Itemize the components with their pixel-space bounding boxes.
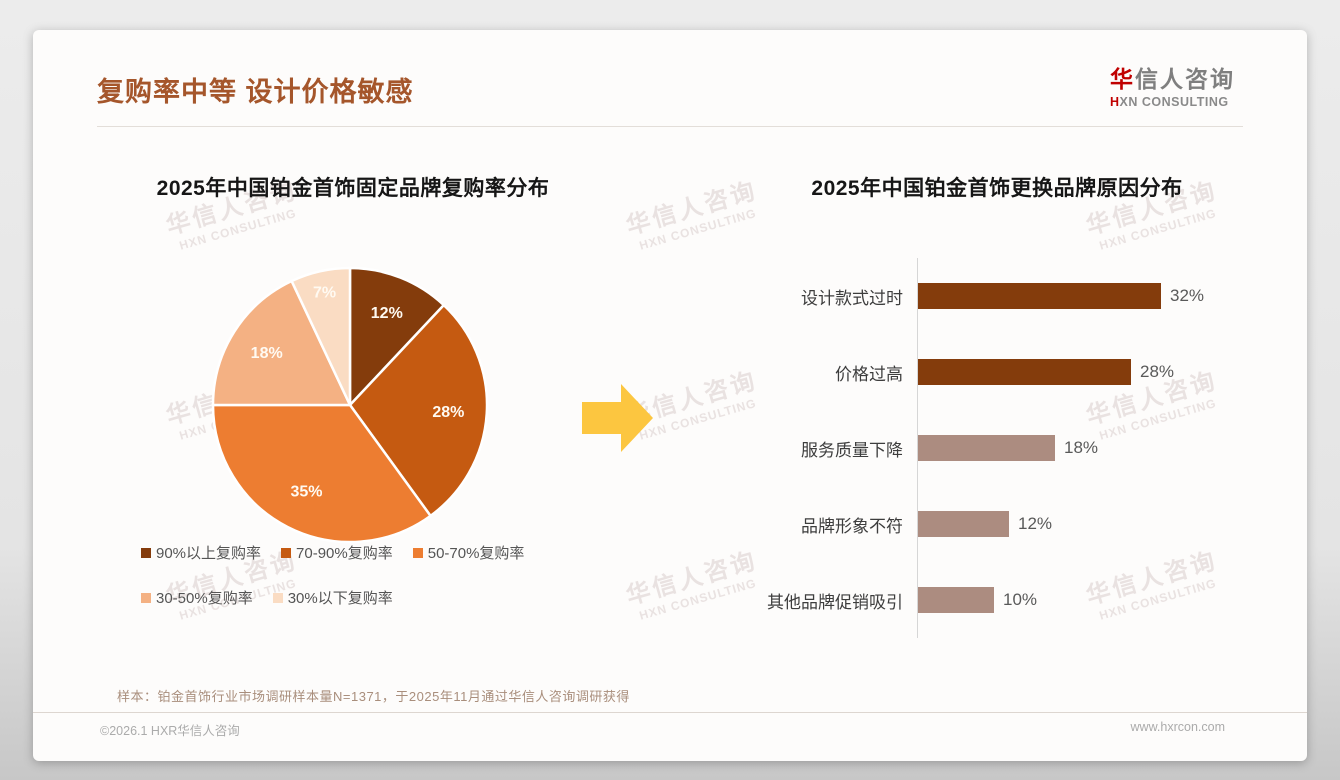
bar-value-label: 18% — [1064, 438, 1099, 457]
bar-服务质量下降 — [918, 435, 1055, 461]
bar-chart-title: 2025年中国铂金首饰更换品牌原因分布 — [811, 177, 1183, 200]
legend-swatch — [141, 592, 151, 603]
slide-card: 华信人咨询 HXN CONSULTING 华信人咨询 HXN CONSULTING 华信… — [33, 30, 1307, 761]
bar-row: 品牌形象不符 12% — [711, 486, 1283, 562]
bar-row: 设计款式过时 32% — [711, 258, 1283, 334]
legend-label: 70-90%复购率 — [296, 545, 393, 562]
legend-swatch — [141, 547, 151, 558]
legend-label: 50-70%复购率 — [427, 545, 525, 562]
pie-data-label: 7% — [313, 284, 336, 301]
bar-设计款式过时 — [918, 283, 1161, 309]
bar-其他品牌促销吸引 — [918, 587, 994, 613]
logo-english-name: HXN CONSULTING — [1110, 95, 1229, 109]
legend-swatch — [281, 547, 292, 558]
bar-category-label: 价格过高 — [835, 364, 903, 384]
bar-value-label: 28% — [1140, 362, 1175, 381]
pie-slice-30%以下复购率 — [290, 266, 352, 406]
legend-item: 50-70%复购率 — [412, 542, 525, 563]
pie-slice-90%以上复购率 — [348, 266, 446, 409]
page-title: 复购率中等 设计价格敏感 — [97, 77, 414, 107]
legend-swatch — [412, 547, 423, 558]
right-arrow-icon — [582, 382, 654, 454]
bar-value-label: 10% — [1003, 590, 1038, 609]
pie-data-label: 28% — [432, 404, 464, 421]
bar-category-label: 设计款式过时 — [801, 288, 903, 308]
pie-data-label: 35% — [290, 483, 322, 500]
copyright-text: ©2026.1 HXR华信人咨询 — [100, 724, 240, 738]
pie-data-label: 12% — [371, 305, 403, 322]
header-divider — [97, 126, 1243, 127]
legend-item: 90%以上复购率 — [141, 542, 261, 563]
bar-value-label: 12% — [1018, 514, 1053, 533]
bar-row: 服务质量下降 18% — [711, 410, 1283, 486]
pie-slice-30-50%复购率 — [211, 279, 352, 407]
bar-category-label: 服务质量下降 — [801, 440, 903, 460]
company-logo: 华信人咨询 HXN CONSULTING — [1110, 60, 1235, 109]
bar-row: 其他品牌促销吸引 10% — [711, 562, 1283, 638]
pie-legend: 90%以上复购率 70-90%复购率 50-70%复购率 30-50%复购率 30%以下… — [141, 542, 601, 632]
legend-swatch — [272, 592, 283, 603]
pie-chart-svg: 12% 28% 35% 18% 7% — [211, 266, 489, 544]
legend-item: 70-90%复购率 — [281, 542, 393, 563]
bar-chart: 设计款式过时 32% 价格过高 28% 服务质量下降 18% 品牌形象不符 12% 其他品牌促销… — [711, 258, 1283, 638]
footer-divider — [33, 712, 1307, 713]
bar-row: 价格过高 28% — [711, 334, 1283, 410]
legend-label: 30%以下复购率 — [287, 590, 393, 607]
pie-slice-50-70%复购率 — [211, 403, 433, 544]
right-arrow-svg — [582, 384, 653, 452]
pie-chart-title: 2025年中国铂金首饰固定品牌复购率分布 — [156, 177, 550, 200]
sample-footnote: 样本：铂金首饰行业市场调研样本量N=1371，于2025年11月通过华信人咨询调… — [117, 689, 630, 704]
legend-label: 30-50%复购率 — [156, 590, 253, 607]
bar-品牌形象不符 — [918, 511, 1009, 537]
website-url[interactable]: www.hxrcon.com — [1130, 720, 1225, 734]
bar-category-label: 其他品牌促销吸引 — [767, 592, 903, 612]
bar-category-label: 品牌形象不符 — [801, 516, 903, 536]
legend-label: 90%以上复购率 — [156, 545, 262, 562]
pie-slice-70-90%复购率 — [348, 303, 489, 518]
pie-data-label: 18% — [251, 345, 283, 362]
legend-item: 30-50%复购率 — [141, 587, 253, 608]
pie-chart: 12% 28% 35% 18% 7% — [205, 260, 495, 550]
logo-chinese-name: 华信人咨询 — [1110, 66, 1235, 92]
bar-价格过高 — [918, 359, 1131, 385]
bar-value-label: 32% — [1170, 286, 1205, 305]
legend-item: 30%以下复购率 — [272, 587, 393, 608]
